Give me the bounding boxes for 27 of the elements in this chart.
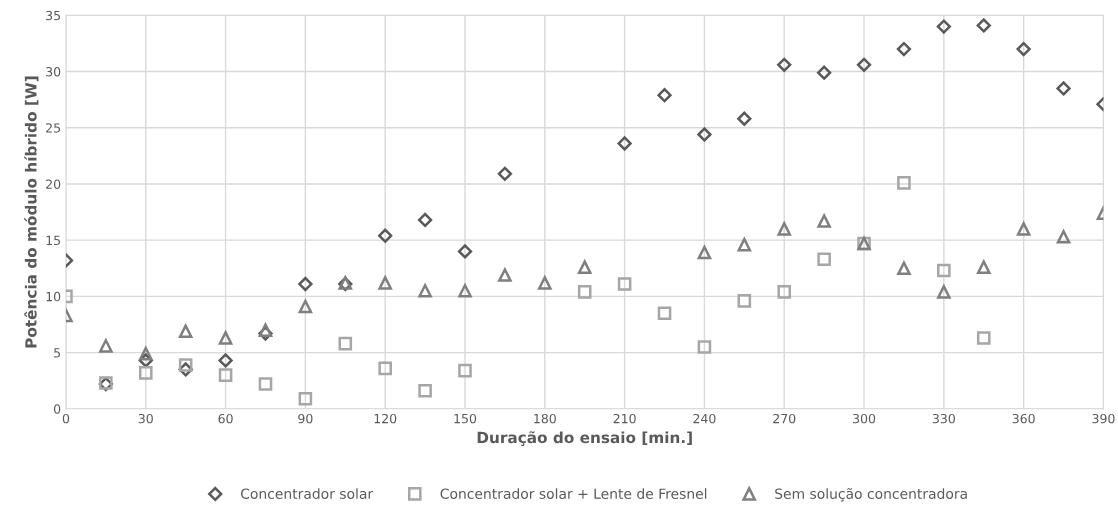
y-tick-label: 5	[54, 348, 61, 358]
x-axis-title: Duração do ensaio [min.]	[477, 431, 692, 446]
legend-label: Concentrador solar	[241, 488, 374, 499]
x-tick-label: 330	[932, 413, 955, 424]
y-axis-title: Potência do módulo híbrido [W]	[24, 76, 39, 348]
legend-label: Concentrador solar + Lente de Fresnel	[440, 488, 707, 499]
x-tick-label: 150	[454, 413, 477, 424]
y-tick-label: 25	[46, 123, 61, 133]
x-tick-label: 90	[298, 413, 313, 424]
x-tick-label: 270	[773, 413, 796, 424]
y-tick-label: 0	[53, 404, 61, 414]
x-tick-label: 390	[1092, 413, 1115, 424]
x-tick-label: 0	[62, 413, 70, 424]
x-tick-label: 120	[374, 413, 397, 424]
x-tick-label: 30	[138, 413, 153, 424]
y-tick-label: 30	[46, 67, 61, 77]
legend-label: Sem solução concentradora	[775, 487, 967, 502]
x-tick-label: 210	[613, 413, 636, 424]
x-tick-label: 300	[853, 413, 876, 424]
x-tick-label: 240	[693, 413, 716, 424]
y-tick-label: 35	[46, 10, 61, 21]
y-tick-label: 10	[46, 291, 61, 302]
x-tick-label: 60	[218, 413, 233, 424]
x-tick-label: 360	[1012, 413, 1035, 424]
y-tick-label: 15	[46, 235, 61, 246]
y-tick-label: 20	[46, 179, 61, 189]
x-tick-label: 180	[534, 413, 556, 424]
